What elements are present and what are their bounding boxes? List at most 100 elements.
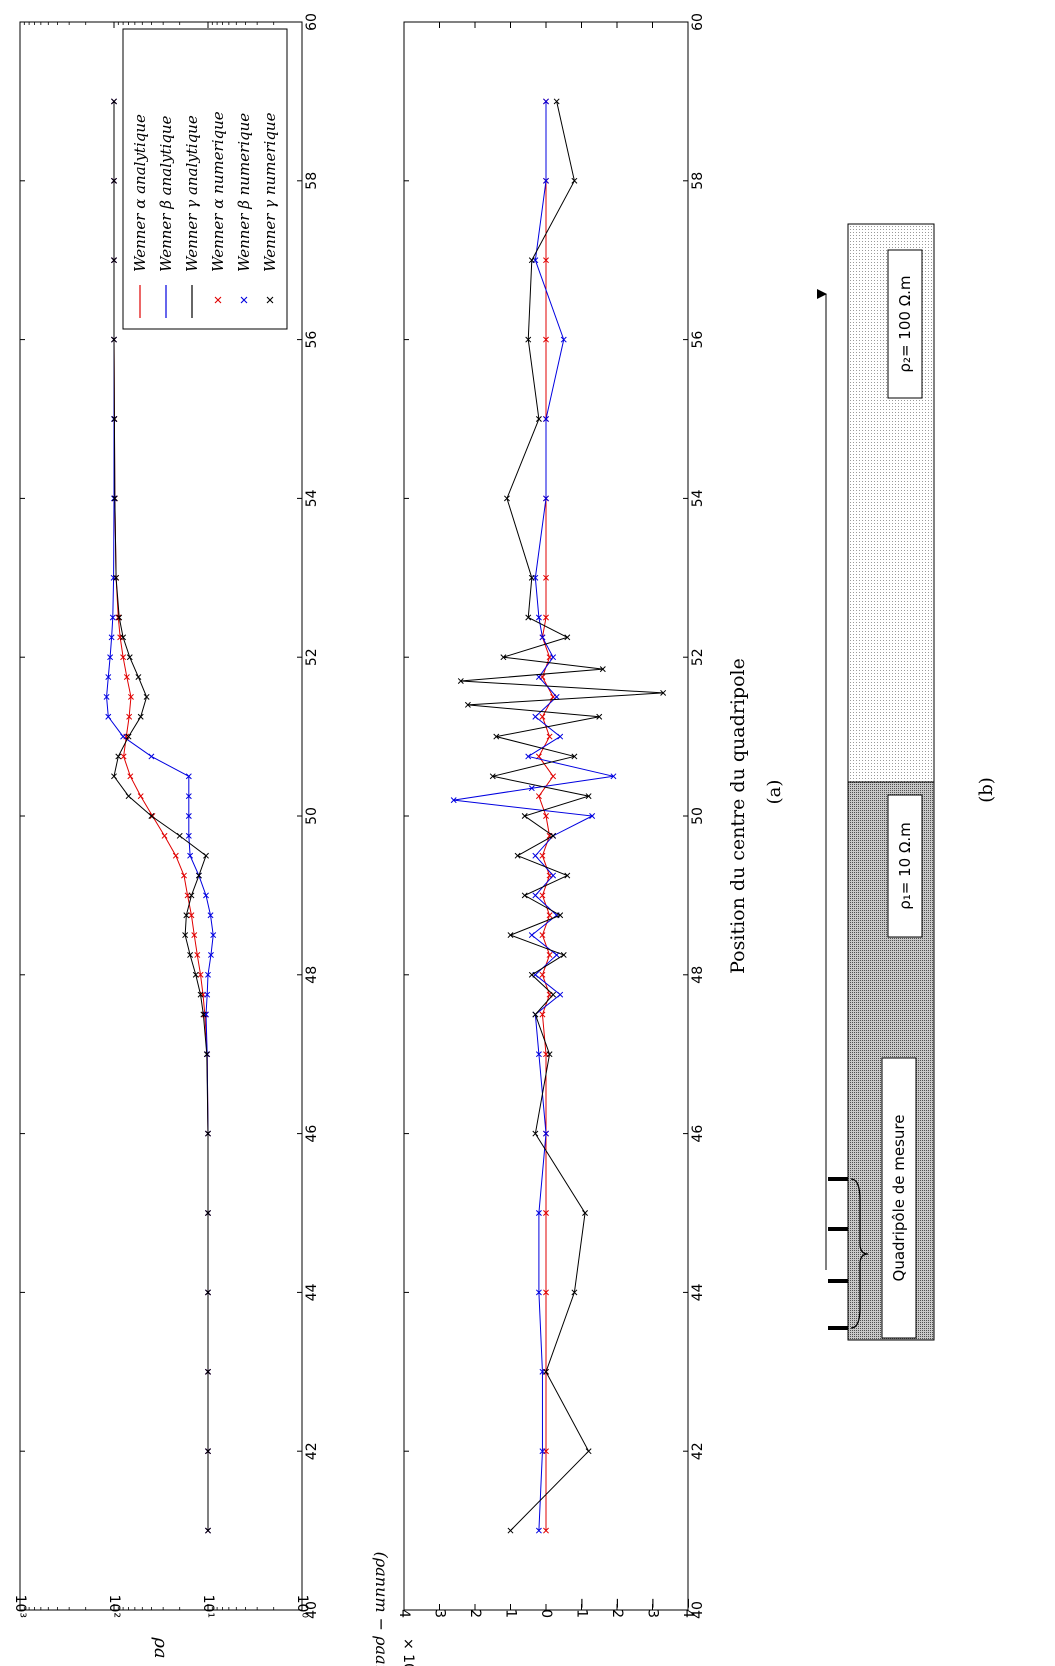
- data-point-marker: [610, 773, 617, 780]
- data-point-marker: [111, 177, 117, 184]
- data-point-marker: [543, 416, 549, 422]
- data-point-marker: [532, 892, 539, 899]
- top-y-ticks: 10⁰ 10¹ 10² 10³: [12, 22, 310, 1618]
- data-point-marker: [111, 98, 117, 105]
- quadripole-brace: [850, 1178, 869, 1329]
- data-point-marker: [185, 813, 192, 819]
- bottom-x-ticks: 40 42 44 46 48 50 52 54 56 58 60: [404, 13, 706, 1619]
- data-point-marker: [543, 98, 549, 105]
- quadripole-label-box: [881, 1057, 917, 1339]
- data-point-marker: [108, 634, 115, 641]
- x-tick-label: 42: [690, 1442, 706, 1460]
- data-point-marker: [503, 495, 510, 502]
- data-point-marker: [543, 614, 549, 621]
- x-tick-label: 56: [304, 331, 320, 349]
- data-point-marker: [507, 1527, 514, 1534]
- data-point-marker: [109, 614, 116, 621]
- data-point-marker: [111, 257, 117, 264]
- quadripole-label: Quadripôle de mesure: [890, 1115, 908, 1282]
- x-tick-label: 50: [690, 807, 706, 825]
- x-tick-label: 46: [304, 1125, 320, 1143]
- bottom-y-label: (ρanum − ρaana)/ρaana: [372, 1552, 391, 1666]
- series-line-2: [460, 101, 664, 1531]
- legend: Wenner α analytique Wenner β analytique We…: [122, 28, 288, 330]
- x-tick-label: 54: [690, 489, 706, 507]
- data-point-marker: [181, 872, 187, 879]
- data-point-marker: [115, 753, 122, 760]
- data-point-marker: [546, 733, 553, 740]
- data-point-marker: [539, 1011, 546, 1018]
- data-point-marker: [107, 654, 114, 661]
- data-point-marker: [185, 793, 192, 800]
- data-point-marker: [539, 634, 546, 641]
- data-point-marker: [207, 912, 214, 919]
- y-tick-label: −2: [609, 1597, 625, 1618]
- rho1-label: ρ₁= 10 Ω.m: [896, 822, 914, 910]
- data-point-marker: [205, 1289, 211, 1296]
- data-point-marker: [564, 872, 571, 879]
- data-point-marker: [137, 713, 144, 720]
- data-point-marker: [126, 713, 133, 720]
- data-point-marker: [113, 574, 120, 581]
- data-point-marker: [500, 654, 507, 661]
- data-point-marker: [205, 1210, 211, 1216]
- data-point-marker: [532, 1011, 539, 1018]
- data-point-marker: [543, 1289, 549, 1296]
- data-point-marker: [185, 773, 192, 780]
- x-tick-label: 42: [304, 1442, 320, 1460]
- data-point-marker: [203, 852, 209, 859]
- electrode-4: [828, 1326, 848, 1330]
- data-point-marker: [535, 1527, 542, 1534]
- data-point-marker: [525, 614, 532, 621]
- top-series: [103, 98, 217, 1534]
- series-line-1: [453, 101, 614, 1531]
- data-point-marker: [205, 1448, 211, 1455]
- data-point-marker: [111, 495, 117, 502]
- data-point-marker: [188, 892, 195, 899]
- bottom-y-ticks: −4 −3 −2 −1 0 1 2 3 4: [396, 22, 696, 1618]
- data-point-marker: [543, 1130, 549, 1137]
- data-point-marker: [507, 932, 514, 939]
- data-point-marker: [143, 693, 150, 700]
- data-point-marker: [194, 951, 201, 958]
- x-tick-label: 50: [304, 807, 320, 825]
- data-point-marker: [135, 674, 142, 681]
- data-point-marker: [539, 1448, 546, 1455]
- rho2-label: ρ₂= 100 Ω.m: [896, 275, 914, 372]
- data-point-marker: [205, 1368, 211, 1375]
- data-point-marker: [550, 832, 557, 839]
- multiplier-label: × 10⁻⁴: [400, 1638, 416, 1666]
- data-point-marker: [187, 852, 194, 859]
- data-point-marker: [489, 773, 496, 780]
- data-point-marker: [539, 713, 546, 720]
- x-tick-label: 52: [690, 648, 706, 666]
- data-point-marker: [543, 177, 549, 184]
- data-point-marker: [197, 991, 204, 998]
- x-tick-label: 54: [304, 489, 320, 507]
- data-point-marker: [126, 654, 133, 661]
- legend-box: [122, 28, 288, 330]
- data-point-marker: [203, 892, 209, 899]
- schematic: ρ₂= 100 Ω.m ρ₁= 10 Ω.m Quadripôle de mes…: [817, 223, 997, 1341]
- y-tick-label: −4: [680, 1597, 696, 1618]
- data-point-marker: [532, 713, 539, 720]
- x-tick-label: 56: [690, 331, 706, 349]
- data-point-marker: [571, 1289, 578, 1296]
- electrode-1: [828, 1177, 848, 1181]
- data-point-marker: [105, 713, 112, 720]
- data-point-marker: [582, 1210, 589, 1216]
- data-point-marker: [543, 495, 549, 502]
- x-tick-label: 60: [304, 13, 320, 31]
- data-point-marker: [111, 416, 118, 422]
- x-tick-label: 58: [304, 172, 320, 190]
- data-point-marker: [105, 674, 112, 681]
- legend-swatch-marker: [214, 296, 222, 304]
- data-point-marker: [528, 971, 535, 978]
- data-point-marker: [185, 832, 192, 839]
- data-point-marker: [557, 991, 564, 998]
- x-tick-label: 46: [690, 1125, 706, 1143]
- data-point-marker: [116, 614, 123, 621]
- legend-label: Wenner α numerique: [209, 111, 227, 272]
- data-point-marker: [197, 971, 204, 978]
